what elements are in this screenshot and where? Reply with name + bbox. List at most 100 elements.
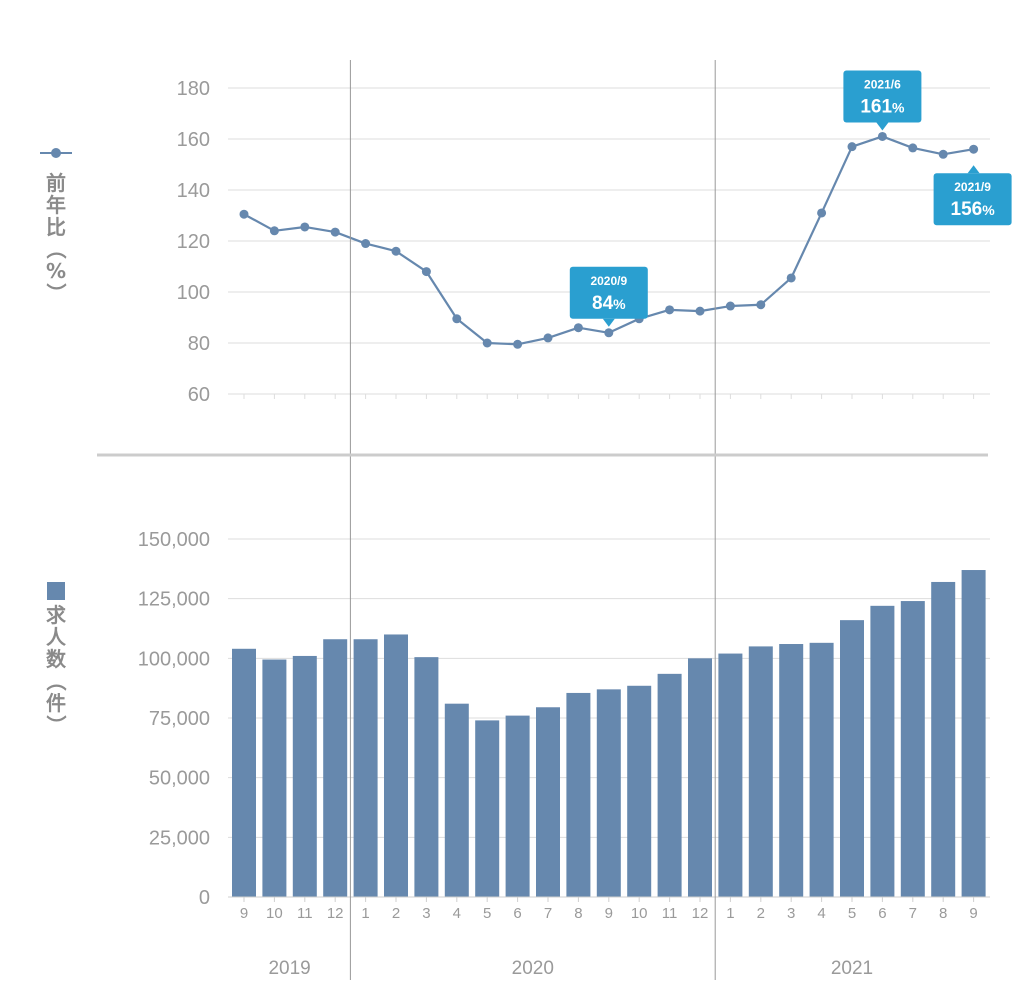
x-month-label: 6 [513, 905, 521, 922]
x-month-label: 9 [605, 905, 613, 922]
line-point [452, 314, 462, 324]
line-point [239, 209, 249, 219]
bar [718, 653, 743, 897]
x-month-label: 9 [969, 905, 977, 922]
line-point [786, 273, 796, 283]
line-y-label-char: （ [44, 239, 68, 259]
bar [657, 673, 682, 897]
line-y-tick-label: 60 [188, 384, 210, 406]
line-point [847, 142, 857, 152]
line-y-tick-label: 140 [177, 180, 210, 202]
line-point [817, 208, 827, 218]
line-point [725, 301, 735, 311]
line-point [665, 305, 675, 315]
bar [292, 655, 317, 897]
line-point [938, 149, 948, 159]
bar-legend-square [47, 582, 65, 600]
line-y-label-char: 前 [46, 171, 66, 195]
line-series [239, 131, 979, 349]
callout-unit: % [613, 296, 626, 312]
callout-date: 2021/9 [954, 180, 991, 194]
x-month-label: 11 [297, 905, 313, 922]
bar [475, 720, 500, 897]
bar [444, 703, 469, 897]
bar-y-tick-label: 125,000 [138, 589, 210, 611]
bar [262, 659, 287, 897]
bar-y-label-char: 件 [46, 691, 66, 715]
line-y-label-char: % [46, 259, 66, 283]
x-year-label: 2019 [268, 958, 310, 979]
bar [596, 689, 621, 897]
line-legend-dot [51, 148, 61, 158]
x-month-label: 8 [939, 905, 947, 922]
bar [688, 658, 712, 897]
line-point [330, 227, 340, 237]
bar [353, 639, 378, 897]
line-point [269, 226, 279, 236]
bar-y-label-char: 数 [46, 647, 67, 671]
line-y-tick-label: 80 [188, 333, 210, 355]
bar-y-axis-label: 求人数（件） [44, 603, 68, 735]
bar [931, 581, 956, 897]
bar-y-tick-label: 100,000 [138, 648, 210, 670]
x-month-label: 3 [787, 905, 795, 922]
x-month-label: 5 [848, 905, 856, 922]
x-month-label: 2 [757, 905, 765, 922]
bar-y-label-char: 人 [46, 625, 67, 649]
line-point [756, 300, 766, 310]
x-month-label: 12 [327, 905, 344, 922]
line-point [421, 267, 431, 277]
callout-unit: % [892, 99, 905, 115]
x-month-label: 9 [240, 905, 248, 922]
legend-layer: 前年比（%）求人数（件） [40, 148, 72, 735]
bar-y-tick-label: 0 [199, 887, 210, 909]
line-y-axis-label: 前年比（%） [44, 171, 68, 303]
line-point [573, 323, 583, 333]
line-point [513, 339, 523, 349]
x-month-label: 1 [726, 905, 734, 922]
callout-value: 161% [860, 96, 905, 117]
line-point [482, 338, 492, 348]
bar [627, 685, 652, 897]
callout-unit: % [982, 202, 995, 218]
line-point [543, 333, 553, 343]
bar [505, 715, 530, 897]
bar-series [232, 570, 986, 897]
axes-layer: 1801601401201008060150,000125,000100,000… [97, 60, 990, 980]
line-y-tick-label: 180 [177, 78, 210, 100]
bar [748, 646, 773, 897]
x-month-label: 7 [909, 905, 917, 922]
line-point [391, 246, 401, 256]
callout: 2021/6 161% [843, 70, 922, 131]
x-month-label: 3 [422, 905, 430, 922]
x-month-label: 7 [544, 905, 552, 922]
callout-box [843, 70, 922, 123]
bar [961, 570, 986, 897]
x-month-label: 10 [266, 905, 283, 922]
bar-y-tick-label: 75,000 [149, 708, 210, 730]
bar [323, 639, 348, 897]
line-y-tick-label: 100 [177, 282, 210, 304]
line-point [695, 306, 705, 316]
bar-y-label-char: （ [44, 671, 68, 691]
x-month-label: 4 [453, 905, 461, 922]
x-month-label: 1 [361, 905, 369, 922]
bar [840, 620, 864, 897]
bar-y-label-char: ） [44, 715, 68, 735]
callout-value: 84% [592, 293, 626, 314]
bar-y-label-char: 求 [46, 603, 67, 627]
x-month-label: 2 [392, 905, 400, 922]
callout-box [569, 266, 648, 319]
line-y-label-char: 比 [46, 215, 66, 239]
bar [900, 601, 925, 897]
x-month-label: 6 [878, 905, 886, 922]
callout-date: 2020/9 [590, 274, 627, 288]
line-y-label-char: 年 [46, 193, 66, 217]
callout-value: 156% [951, 199, 996, 220]
line-point [969, 144, 979, 154]
line-y-tick-label: 120 [177, 231, 210, 253]
bar [809, 642, 834, 897]
line-point [361, 239, 371, 249]
